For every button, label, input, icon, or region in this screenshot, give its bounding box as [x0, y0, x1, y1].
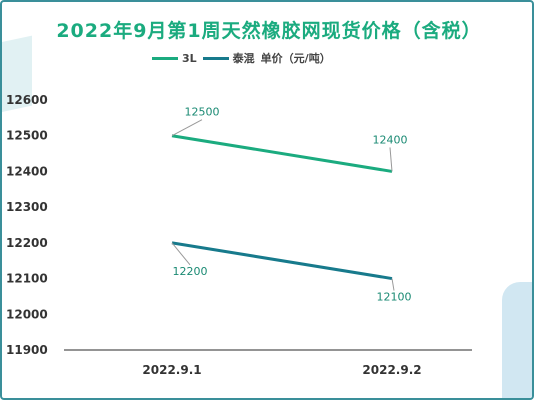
chart-legend: 3L 泰混 单价（元/吨） [152, 50, 331, 66]
legend-swatch-taihun [202, 56, 229, 60]
y-tick-label: 11900 [6, 343, 48, 357]
legend-item-3l: 3L [152, 52, 197, 65]
data-label: 12400 [373, 133, 408, 146]
x-tick-label: 2022.9.2 [362, 363, 421, 377]
data-label-leader [389, 147, 393, 172]
data-label-leader [391, 278, 395, 291]
y-tick-label: 12200 [6, 236, 48, 250]
chart-title: 2022年9月第1周天然橡胶网现货价格（含税） [56, 20, 482, 42]
data-label: 12500 [185, 106, 220, 119]
data-label: 12200 [173, 265, 208, 278]
y-tick-label: 12400 [6, 164, 48, 178]
y-tick-label: 12500 [6, 129, 48, 143]
legend-item-taihun: 泰混 [202, 50, 255, 66]
legend-suffix: 单价（元/吨） [260, 52, 331, 65]
y-tick-label: 12100 [6, 272, 48, 286]
data-label-leader [171, 242, 191, 266]
data-label-leader [171, 119, 203, 137]
legend-label-3l: 3L [182, 51, 197, 65]
data-label: 12100 [377, 291, 412, 304]
y-tick-label: 12000 [6, 307, 48, 321]
x-tick-label: 2022.9.1 [142, 363, 201, 377]
series-line-1 [171, 134, 393, 173]
y-tick-label: 12300 [6, 200, 48, 214]
decorative-shape-right [502, 282, 532, 398]
y-tick-label: 12600 [6, 93, 48, 107]
legend-swatch-3l [152, 56, 178, 60]
series-line-2 [171, 241, 393, 281]
legend-label-taihun: 泰混 [232, 52, 255, 65]
